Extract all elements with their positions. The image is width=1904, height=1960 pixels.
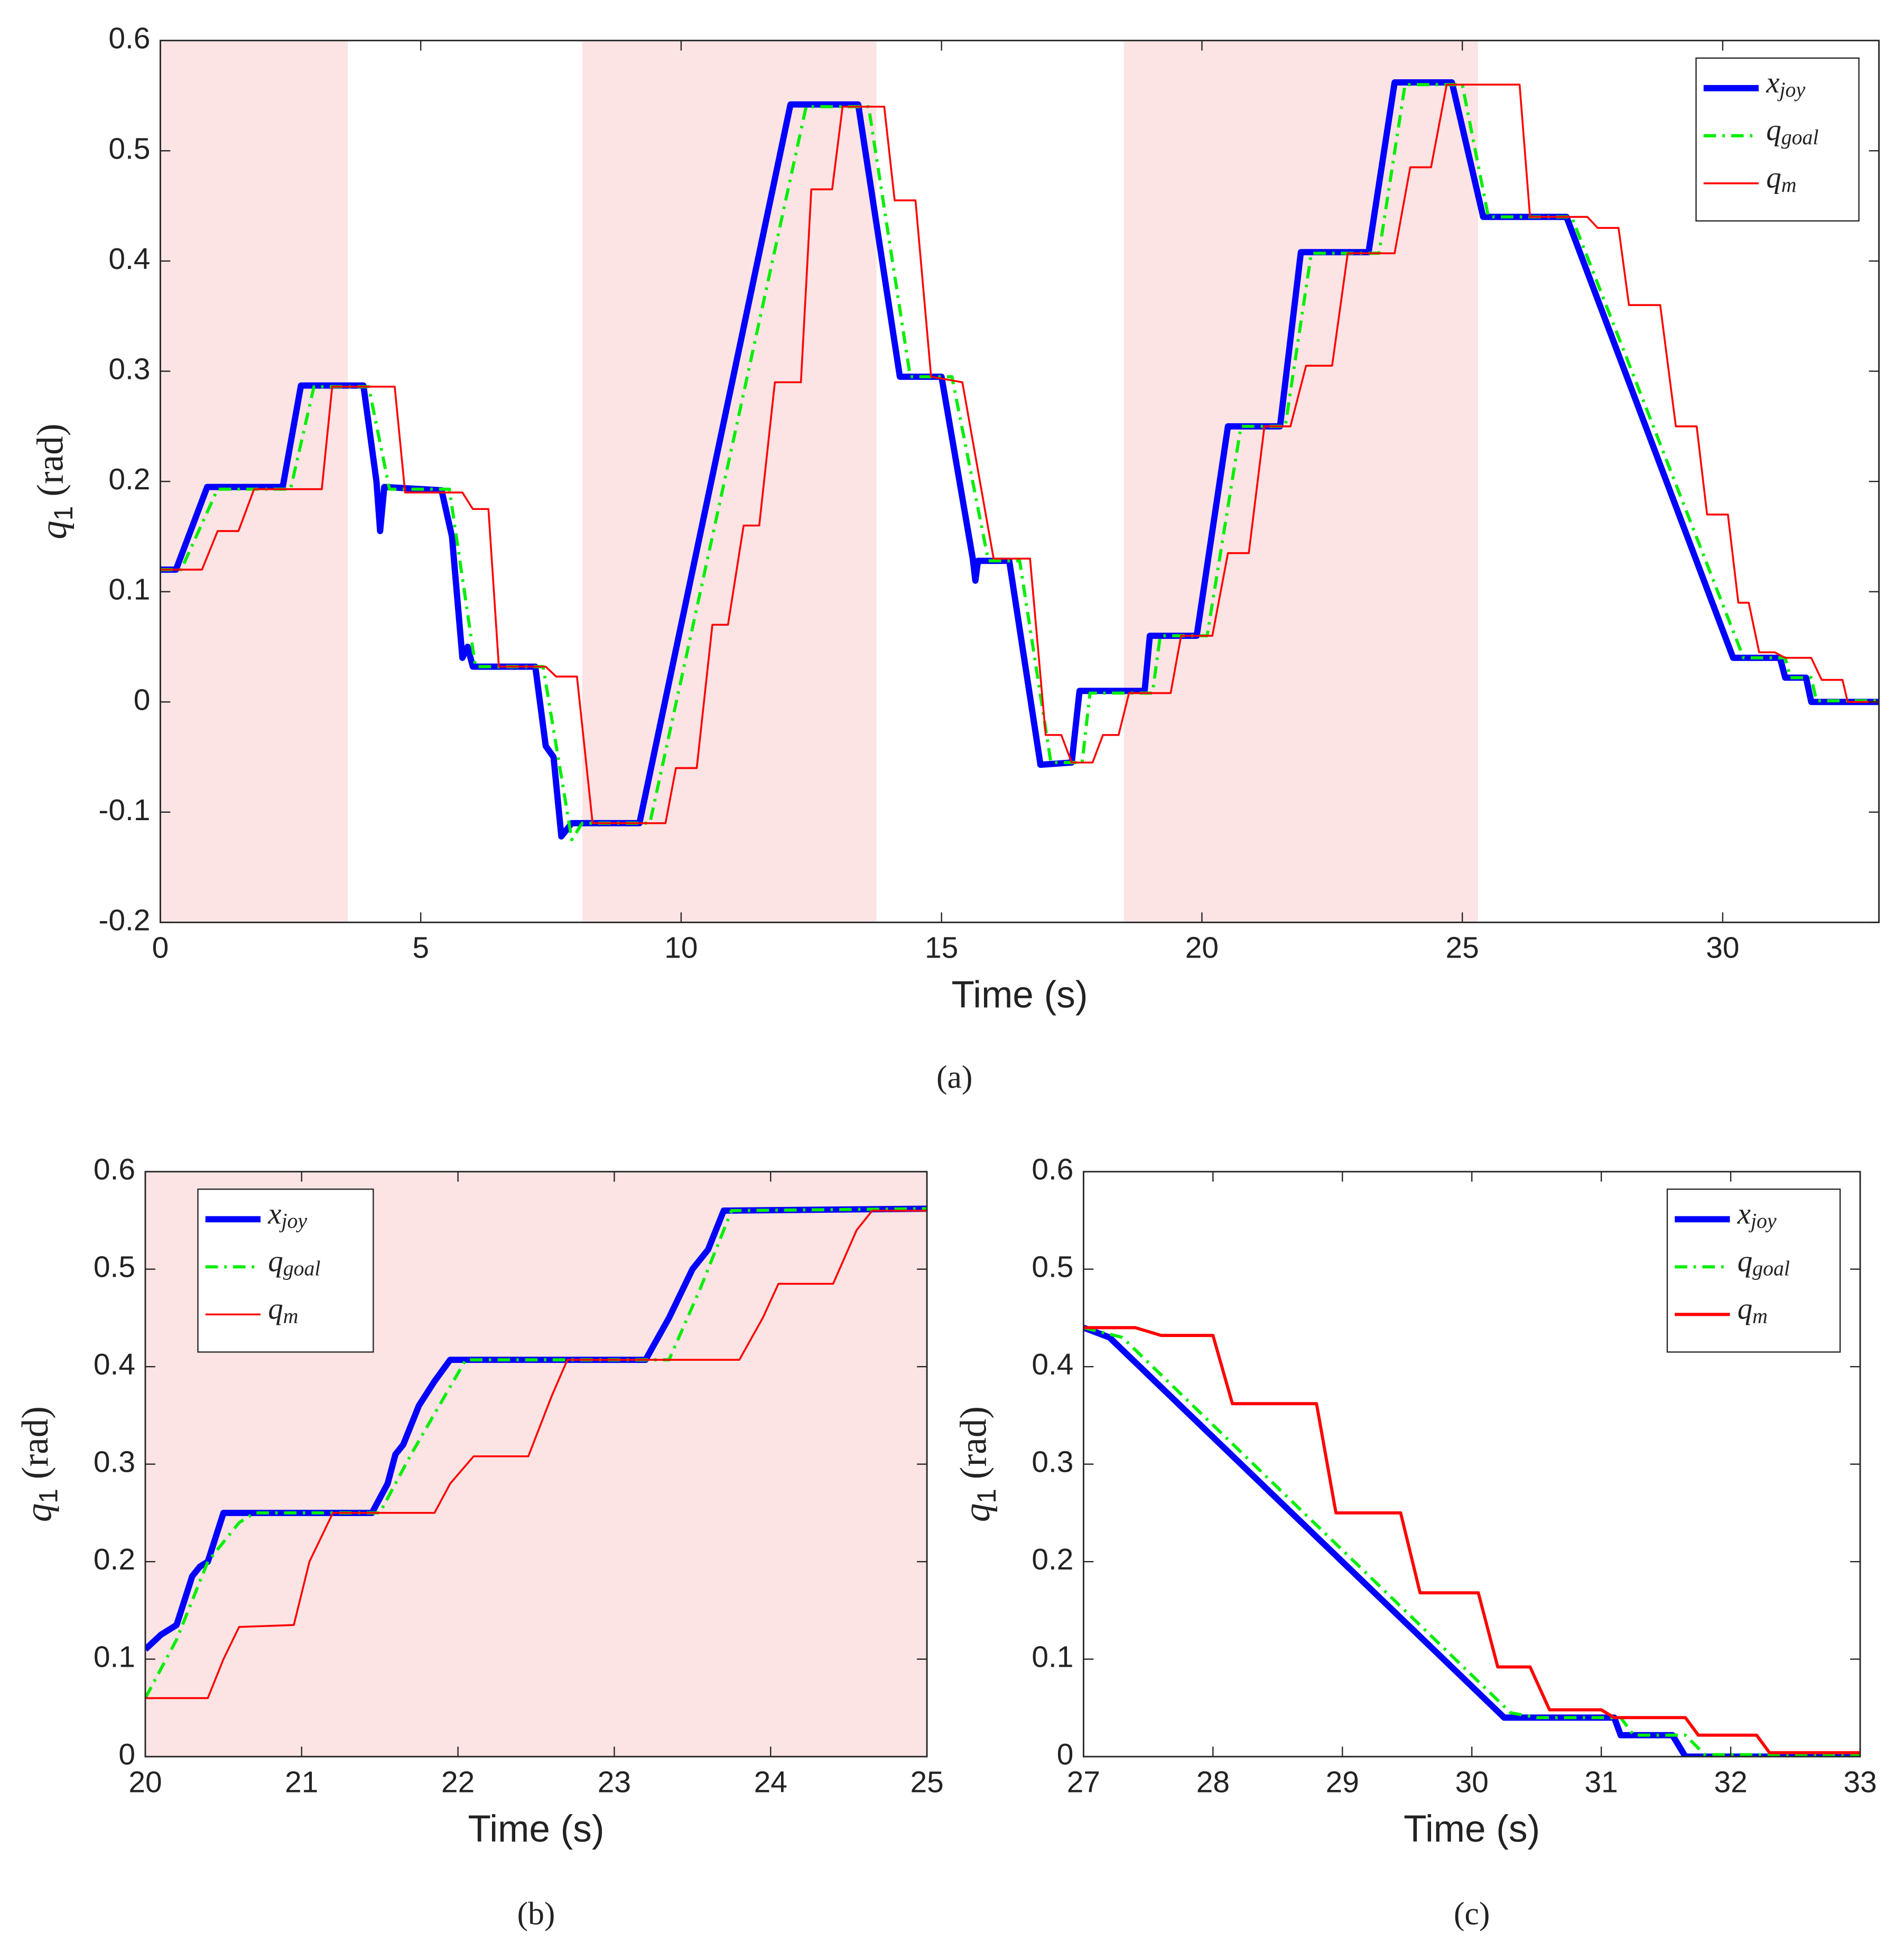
y-tick-label: 0.2 bbox=[108, 463, 150, 496]
x-tick-label: 20 bbox=[1185, 932, 1219, 965]
x-axis-label: Time (s) bbox=[468, 1808, 604, 1850]
x-tick-label: 5 bbox=[412, 932, 429, 965]
x-tick-label: 21 bbox=[285, 1766, 318, 1799]
x-axis-label: Time (s) bbox=[1404, 1808, 1540, 1850]
data-line bbox=[1083, 1326, 1861, 1754]
data-line bbox=[145, 1205, 927, 1652]
x-tick-label: 30 bbox=[1455, 1766, 1489, 1799]
legend-label: qgoal bbox=[1766, 114, 1818, 149]
x-tick-label: 29 bbox=[1326, 1766, 1359, 1799]
shaded-region bbox=[582, 40, 877, 923]
legend-label: xjoy bbox=[1737, 1197, 1777, 1233]
legend-label: qm bbox=[268, 1293, 298, 1328]
y-tick-label: 0.3 bbox=[1032, 1446, 1073, 1479]
x-tick-label: 10 bbox=[664, 932, 698, 965]
y-tick-label: 0.1 bbox=[1032, 1641, 1073, 1674]
legend-label: xjoy bbox=[1766, 66, 1805, 101]
caption: (a) bbox=[936, 1059, 972, 1095]
y-tick-label: 0.6 bbox=[94, 1153, 135, 1186]
data-line bbox=[145, 1210, 927, 1699]
y-axis-label: q1 (rad) bbox=[15, 1406, 63, 1522]
subplot: 0 5 10 15 20 25 30 -0.2 -0.1 0 0.1 0.2 0.3 0.4 0.5 0.6 T… bbox=[30, 22, 1880, 1095]
x-tick-label: 0 bbox=[152, 932, 169, 965]
legend-label: qgoal bbox=[1738, 1245, 1790, 1280]
y-tick-label: 0.3 bbox=[108, 353, 150, 386]
x-tick-label: 22 bbox=[441, 1766, 475, 1799]
y-tick-label: 0.5 bbox=[108, 132, 150, 165]
y-tick-label: -0.1 bbox=[98, 794, 150, 827]
legend-label: xjoy bbox=[267, 1197, 307, 1233]
y-tick-label: 0.2 bbox=[1032, 1543, 1073, 1576]
subplot: 20 21 22 23 24 25 0 0.1 0.2 0.3 0.4 0.5 0.6 Time (s) q… bbox=[15, 1153, 944, 1931]
x-tick-label: 20 bbox=[128, 1766, 162, 1799]
y-tick-label: 0.6 bbox=[1032, 1153, 1073, 1186]
x-tick-label: 23 bbox=[598, 1766, 631, 1799]
plot-area bbox=[160, 40, 1879, 923]
data-line bbox=[1083, 1324, 1861, 1757]
caption: (b) bbox=[517, 1896, 555, 1932]
y-tick-label: 0.4 bbox=[94, 1348, 135, 1381]
x-tick-label: 32 bbox=[1714, 1766, 1747, 1799]
x-tick-label: 24 bbox=[754, 1766, 787, 1799]
y-tick-label: 0.4 bbox=[1032, 1348, 1073, 1381]
caption: (c) bbox=[1454, 1896, 1490, 1932]
legend-label: qm bbox=[1766, 161, 1796, 197]
y-tick-label: 0.3 bbox=[94, 1446, 135, 1479]
shaded-region bbox=[1123, 40, 1478, 923]
y-tick-label: 0 bbox=[118, 1738, 135, 1771]
y-tick-label: 0.2 bbox=[94, 1543, 135, 1576]
x-tick-label: 31 bbox=[1585, 1766, 1618, 1799]
y-tick-label: 0 bbox=[1057, 1738, 1074, 1771]
data-line bbox=[160, 79, 1879, 840]
x-tick-label: 15 bbox=[925, 932, 958, 965]
x-tick-label: 30 bbox=[1706, 932, 1739, 965]
y-axis-label: q1 (rad) bbox=[30, 423, 78, 539]
x-tick-label: 33 bbox=[1843, 1766, 1877, 1799]
x-tick-label: 27 bbox=[1067, 1766, 1100, 1799]
y-tick-label: 0.1 bbox=[94, 1641, 135, 1674]
y-axis-label: q1 (rad) bbox=[953, 1406, 1001, 1522]
x-axis-label: Time (s) bbox=[951, 974, 1088, 1016]
legend-label: qgoal bbox=[268, 1245, 320, 1280]
y-tick-label: 0.5 bbox=[1032, 1251, 1073, 1284]
x-tick-label: 25 bbox=[910, 1766, 943, 1799]
x-tick-label: 28 bbox=[1196, 1766, 1230, 1799]
x-tick-label: 25 bbox=[1446, 932, 1479, 965]
shaded-region bbox=[160, 40, 348, 923]
y-tick-label: -0.2 bbox=[98, 904, 150, 937]
subplot: 27 28 29 30 31 32 33 0 0.1 0.2 0.3 0.4 0.5 0.6 Time (s… bbox=[953, 1153, 1877, 1931]
y-tick-label: 0 bbox=[134, 683, 151, 717]
legend-label: qm bbox=[1738, 1293, 1768, 1328]
data-line bbox=[160, 83, 1879, 824]
y-tick-label: 0.5 bbox=[94, 1251, 135, 1284]
y-tick-label: 0.6 bbox=[108, 22, 150, 55]
y-tick-label: 0.4 bbox=[108, 243, 150, 276]
y-tick-label: 0.1 bbox=[108, 573, 150, 607]
